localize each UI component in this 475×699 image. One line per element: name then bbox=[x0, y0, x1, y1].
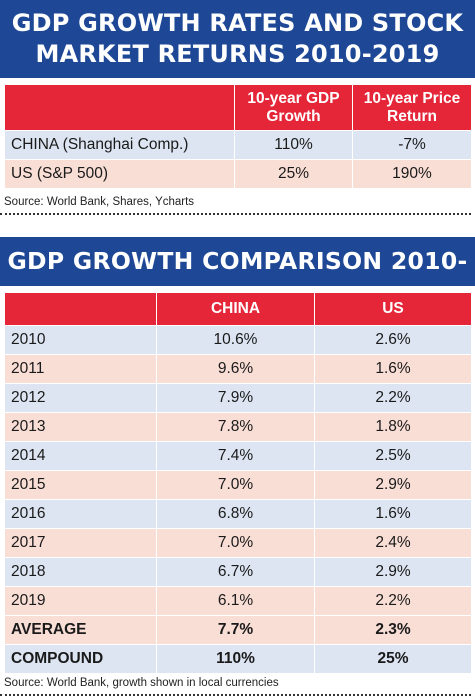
compound-row: COMPOUND 110% 25% bbox=[4, 644, 472, 674]
header-gdp-growth: 10-year GDP Growth bbox=[234, 84, 353, 131]
table-row: 2018 6.7% 2.9% bbox=[4, 557, 472, 587]
header-price-line2: Return bbox=[387, 107, 437, 125]
compound-us: 25% bbox=[314, 644, 472, 674]
china-growth-cell: 7.8% bbox=[156, 412, 315, 442]
china-growth-cell: 7.9% bbox=[156, 383, 315, 413]
year-cell: 2011 bbox=[4, 354, 157, 384]
china-growth-cell: 7.0% bbox=[156, 528, 315, 558]
year-cell: 2013 bbox=[4, 412, 157, 442]
us-growth-cell: 2.9% bbox=[314, 470, 472, 500]
header-gdp-line1: 10-year GDP bbox=[247, 89, 340, 107]
price-return-value: -7% bbox=[352, 130, 472, 160]
returns-header-row: 10-year GDP Growth 10-year Price Return bbox=[4, 84, 472, 131]
table-row: 2019 6.1% 2.2% bbox=[4, 586, 472, 616]
comparison-header-row: CHINA US bbox=[4, 292, 472, 326]
year-cell: 2014 bbox=[4, 441, 157, 471]
title-banner-returns: GDP GROWTH RATES AND STOCK MARKET RETURN… bbox=[0, 0, 475, 78]
us-growth-cell: 2.6% bbox=[314, 325, 472, 355]
table-row: 2014 7.4% 2.5% bbox=[4, 441, 472, 471]
dotted-divider bbox=[0, 213, 471, 215]
us-growth-cell: 2.5% bbox=[314, 441, 472, 471]
year-cell: 2018 bbox=[4, 557, 157, 587]
year-cell: 2017 bbox=[4, 528, 157, 558]
us-growth-cell: 1.6% bbox=[314, 499, 472, 529]
header-us: US bbox=[314, 292, 472, 326]
average-label: AVERAGE bbox=[4, 615, 157, 645]
title-line-2: MARKET RETURNS 2010-2019 bbox=[35, 40, 440, 68]
source-note-2: Source: World Bank, growth shown in loca… bbox=[4, 677, 279, 689]
header-blank-cell bbox=[4, 292, 157, 326]
china-growth-cell: 6.7% bbox=[156, 557, 315, 587]
header-price-line1: 10-year Price bbox=[363, 89, 461, 107]
title-line-1: GDP GROWTH RATES AND STOCK bbox=[11, 9, 464, 37]
row-label: CHINA (Shanghai Comp.) bbox=[4, 130, 235, 160]
us-growth-cell: 1.8% bbox=[314, 412, 472, 442]
us-growth-cell: 2.9% bbox=[314, 557, 472, 587]
year-cell: 2015 bbox=[4, 470, 157, 500]
compound-label: COMPOUND bbox=[4, 644, 157, 674]
table-row: 2010 10.6% 2.6% bbox=[4, 325, 472, 355]
us-growth-cell: 2.2% bbox=[314, 383, 472, 413]
table-row: CHINA (Shanghai Comp.) 110% -7% bbox=[4, 130, 472, 160]
year-cell: 2010 bbox=[4, 325, 157, 355]
table-row: 2016 6.8% 1.6% bbox=[4, 499, 472, 529]
year-cell: 2012 bbox=[4, 383, 157, 413]
compound-china: 110% bbox=[156, 644, 315, 674]
china-growth-cell: 7.4% bbox=[156, 441, 315, 471]
returns-table: 10-year GDP Growth 10-year Price Return … bbox=[4, 84, 472, 189]
price-return-value: 190% bbox=[352, 159, 472, 189]
header-gdp-line2: Growth bbox=[266, 107, 321, 125]
table-row: 2015 7.0% 2.9% bbox=[4, 470, 472, 500]
title-banner-comparison: GDP GROWTH COMPARISON 2010-2019 bbox=[0, 237, 475, 324]
table-row: 2013 7.8% 1.8% bbox=[4, 412, 472, 442]
china-growth-cell: 6.8% bbox=[156, 499, 315, 529]
table-row: 2017 7.0% 2.4% bbox=[4, 528, 472, 558]
china-growth-cell: 7.0% bbox=[156, 470, 315, 500]
table-row: US (S&P 500) 25% 190% bbox=[4, 159, 472, 189]
header-price-return: 10-year Price Return bbox=[352, 84, 472, 131]
table-row: 2012 7.9% 2.2% bbox=[4, 383, 472, 413]
us-growth-cell: 1.6% bbox=[314, 354, 472, 384]
header-china: CHINA bbox=[156, 292, 315, 326]
china-growth-cell: 10.6% bbox=[156, 325, 315, 355]
row-label: US (S&P 500) bbox=[4, 159, 235, 189]
average-us: 2.3% bbox=[314, 615, 472, 645]
gdp-comparison-table: CHINA US 2010 10.6% 2.6% 2011 9.6% 1.6% 2012 7.… bbox=[4, 292, 472, 674]
header-blank-cell bbox=[4, 84, 235, 131]
dotted-divider bbox=[0, 694, 471, 696]
average-china: 7.7% bbox=[156, 615, 315, 645]
table-row: 2011 9.6% 1.6% bbox=[4, 354, 472, 384]
us-growth-cell: 2.2% bbox=[314, 586, 472, 616]
average-row: AVERAGE 7.7% 2.3% bbox=[4, 615, 472, 645]
us-growth-cell: 2.4% bbox=[314, 528, 472, 558]
year-cell: 2019 bbox=[4, 586, 157, 616]
source-note-1: Source: World Bank, Shares, Ycharts bbox=[4, 196, 195, 208]
gdp-growth-value: 110% bbox=[234, 130, 353, 160]
china-growth-cell: 9.6% bbox=[156, 354, 315, 384]
china-growth-cell: 6.1% bbox=[156, 586, 315, 616]
year-cell: 2016 bbox=[4, 499, 157, 529]
gdp-growth-value: 25% bbox=[234, 159, 353, 189]
